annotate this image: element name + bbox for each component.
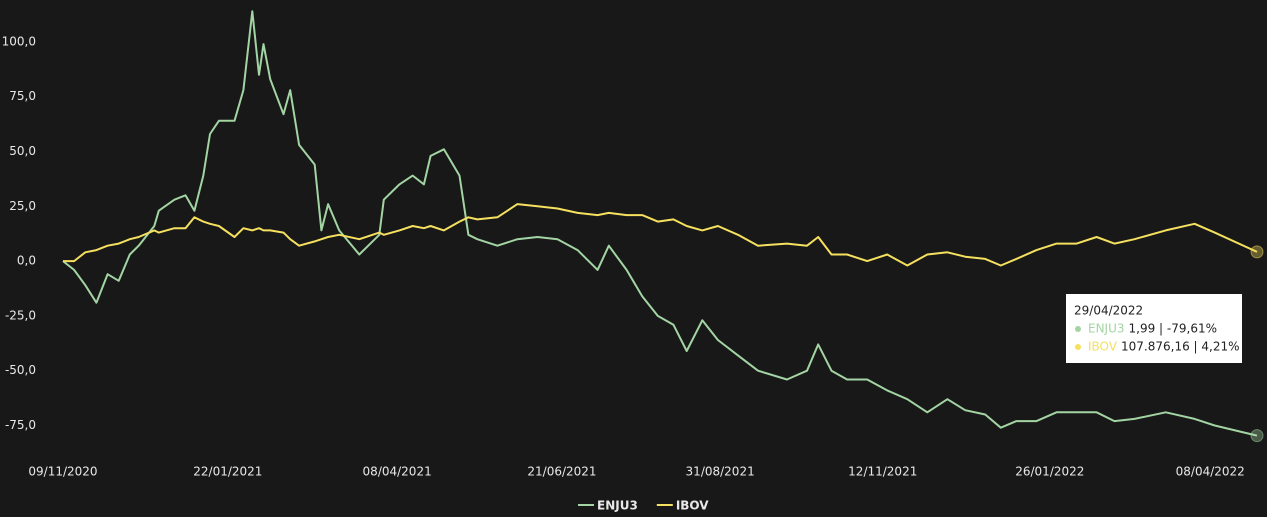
x-tick-label: 26/01/2022 xyxy=(1015,465,1084,479)
tooltip-value: 107.876,16 | 4,21% xyxy=(1121,340,1240,354)
tooltip-date: 29/04/2022 xyxy=(1074,304,1143,318)
y-tick-label: -75,0 xyxy=(5,418,36,432)
x-tick-label: 08/04/2022 xyxy=(1176,465,1245,479)
tooltip-dot xyxy=(1075,326,1081,332)
x-tick-label: 08/04/2021 xyxy=(363,465,432,479)
y-tick-label: 50,0 xyxy=(9,144,36,158)
series-line xyxy=(62,10,1258,437)
x-tick-label: 12/11/2021 xyxy=(848,465,917,479)
y-tick-label: 0,0 xyxy=(17,254,36,268)
y-tick-label: 75,0 xyxy=(9,89,36,103)
x-tick-label: 21/06/2021 xyxy=(527,465,596,479)
legend-label: IBOV xyxy=(676,499,709,513)
tooltip-name: ENJU3 xyxy=(1088,322,1125,336)
end-marker xyxy=(1250,429,1264,443)
x-tick-label: 31/08/2021 xyxy=(686,465,755,479)
end-marker xyxy=(1250,245,1264,259)
y-tick-label: 25,0 xyxy=(9,199,36,213)
series-line xyxy=(63,203,1258,267)
y-tick-label: 100,0 xyxy=(2,34,36,48)
tooltip: 29/04/2022 ENJU3 1,99 | -79,61% IBOV 107.876… xyxy=(1066,294,1242,363)
tooltip-value: 1,99 | -79,61% xyxy=(1129,322,1217,336)
x-tick-label: 09/11/2020 xyxy=(28,465,97,479)
x-tick-label: 22/01/2021 xyxy=(193,465,262,479)
legend-label: ENJU3 xyxy=(597,499,638,513)
tooltip-box xyxy=(1066,294,1242,363)
tooltip-dot xyxy=(1075,344,1081,350)
y-tick-label: -25,0 xyxy=(5,308,36,322)
tooltip-name: IBOV xyxy=(1088,340,1118,354)
y-tick-label: -50,0 xyxy=(5,363,36,377)
